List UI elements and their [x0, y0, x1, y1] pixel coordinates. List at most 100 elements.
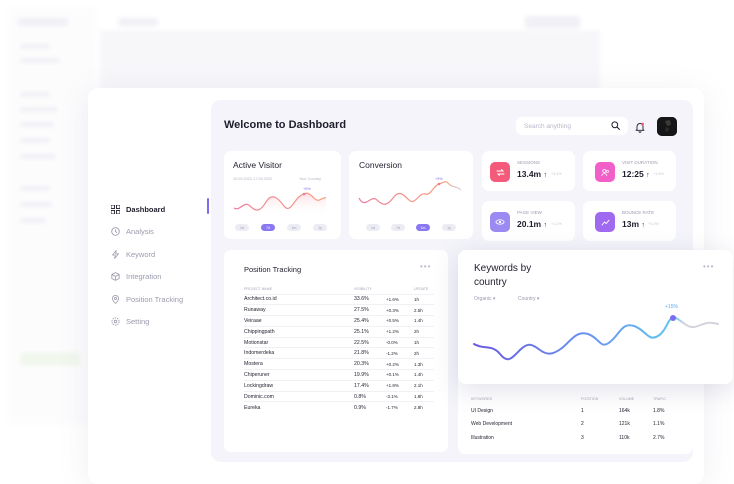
nav-item-dashboard[interactable]: Dashboard: [110, 198, 210, 221]
stat-value: 13m ↑: [622, 219, 645, 229]
change-value: +1.2%: [386, 325, 414, 338]
change-value: +0.1%: [386, 369, 414, 381]
table-row[interactable]: Mostera 20.3% +0.2% 1.3h: [244, 358, 434, 370]
nav-item-setting[interactable]: Setting: [110, 311, 210, 334]
table-header: KEYWORDS POSITION VOLUME TRAFIC: [471, 394, 671, 404]
background-nav-bar: [20, 58, 60, 63]
traffic-value: 2.7%: [653, 434, 665, 441]
visibility-value: 21.8%: [354, 347, 386, 359]
table-row[interactable]: Chippingpath 25.1% +1.2% 2h: [244, 325, 434, 338]
range-pill[interactable]: 1d: [366, 224, 380, 231]
column-header[interactable]: VOLUME: [619, 397, 635, 401]
stat-delta: +3.3%: [648, 222, 659, 226]
table-row[interactable]: Architect.co.id 33.6% +1.6% 1h: [244, 293, 434, 305]
more-options-icon[interactable]: •••: [420, 262, 432, 271]
range-pill[interactable]: 1y: [442, 224, 456, 231]
nav-item-label: Analysis: [126, 227, 154, 237]
table-row[interactable]: Web Development 2 121k 1.1%: [471, 418, 671, 432]
table-row[interactable]: Chiperuner 19.9% +0.1% 1.4h: [244, 369, 434, 381]
table-header: PROJECT NAME VISIBILITY UPDATE: [244, 284, 434, 294]
volume-value: 110k: [619, 434, 630, 441]
nav-item-position-tracking[interactable]: Position Tracking: [110, 288, 210, 311]
table-row[interactable]: Eureka 0.9% -1.7% 2.8h: [244, 401, 434, 413]
visibility-value: 22.5%: [354, 336, 386, 348]
date-range[interactable]: 10.03.2022-17.03.2022: [233, 177, 273, 181]
organic-dropdown[interactable]: Organic ▾: [474, 296, 495, 302]
table-row[interactable]: UI Design 1 164k 1.8%: [471, 404, 671, 418]
keywords-table-card: [458, 370, 693, 454]
column-header[interactable]: KEYWORDS: [471, 397, 492, 401]
column-header[interactable]: POSITION: [581, 397, 599, 401]
keywords-by-country-card: [458, 250, 733, 384]
chevron-down-icon: ▾: [536, 296, 540, 302]
search-input[interactable]: Search anything: [516, 117, 628, 135]
background-top-bar: [118, 18, 158, 26]
project-name: Motionstar: [244, 336, 354, 348]
project-name: Eureka: [244, 401, 354, 413]
project-name: Chiperuner: [244, 369, 354, 381]
sidebar-nav: Dashboard Analysis Keyword Integration P…: [110, 198, 210, 333]
table-row[interactable]: Veiraae 25.4% +0.5% 1.4h: [244, 315, 434, 327]
column-header[interactable]: UPDATE: [414, 286, 429, 291]
country-filter[interactable]: Your Country: [299, 177, 322, 181]
stat-value-text: 13m: [622, 219, 640, 229]
range-pill[interactable]: 1d: [235, 224, 249, 231]
background-card-row: [100, 30, 600, 90]
chevron-down-icon: ▾: [492, 296, 496, 302]
stat-label: SESSIONS: [517, 160, 541, 165]
arrow-up-icon: ↑: [543, 172, 547, 179]
table-row[interactable]: Runaway 27.5% +0.3% 2.5h: [244, 304, 434, 316]
avatar[interactable]: [657, 117, 677, 136]
keyword-name: Illustration: [471, 434, 494, 441]
more-options-icon[interactable]: •••: [703, 262, 715, 271]
nav-item-keyword[interactable]: Keyword: [110, 243, 210, 266]
position-value: 3: [581, 434, 584, 441]
visibility-value: 0.8%: [354, 390, 386, 402]
column-header[interactable]: VISIBILITY: [354, 286, 372, 291]
nav-item-integration[interactable]: Integration: [110, 266, 210, 289]
project-name: Architect.co.id: [244, 293, 354, 305]
pin-icon: [110, 294, 120, 304]
project-name: Chippingpath: [244, 325, 354, 338]
table-row[interactable]: Motionstar 22.5% -0.0% 1h: [244, 336, 434, 348]
nav-item-label: Position Tracking: [126, 294, 184, 304]
table-row[interactable]: Indomerdeka 21.8% -1.2% 2h: [244, 347, 434, 359]
notification-bell-icon[interactable]: [634, 120, 646, 133]
change-value: -0.0%: [386, 336, 414, 348]
range-pill[interactable]: 1y: [313, 224, 327, 231]
column-header[interactable]: TRAFIC: [653, 397, 666, 401]
position-value: 2: [581, 421, 584, 428]
update-value: 1.8h: [414, 390, 434, 402]
stat-label: BOUNCE RATE: [622, 210, 655, 215]
stat-value: 12:25 ↑: [622, 169, 650, 179]
search-placeholder: Search anything: [524, 122, 571, 130]
page-title: Welcome to Dashboard: [224, 119, 347, 131]
dropdown-value: Country: [518, 296, 536, 302]
project-name: Mostera: [244, 358, 354, 370]
visibility-value: 33.6%: [354, 293, 386, 305]
nav-item-analysis[interactable]: Analysis: [110, 221, 210, 244]
dropdown-value: Organic: [474, 296, 492, 302]
update-value: 1.4h: [414, 369, 434, 381]
users-icon: [595, 162, 615, 182]
visibility-value: 20.3%: [354, 358, 386, 370]
bolt-icon: [110, 249, 120, 259]
chart-icon: [595, 212, 615, 232]
range-pill[interactable]: 7d: [391, 224, 405, 231]
stat-delta: +3.4%: [551, 172, 562, 176]
column-header: [386, 284, 414, 294]
table-row[interactable]: Dominic.com 0.8% -3.1% 1.8h: [244, 390, 434, 402]
conversion-title: Conversion: [359, 160, 402, 170]
country-dropdown[interactable]: Country ▾: [518, 296, 539, 302]
column-header[interactable]: PROJECT NAME: [244, 286, 273, 291]
range-pill[interactable]: 1m: [416, 224, 430, 231]
range-pill[interactable]: 1m: [287, 224, 301, 231]
conversion-chart: [358, 181, 462, 205]
table-row[interactable]: Illustration 3 110k 2.7%: [471, 431, 671, 445]
nav-item-label: Setting: [126, 317, 150, 327]
table-row[interactable]: Lockingdraw 17.4% +1.8% 2.1h: [244, 379, 434, 392]
range-pill[interactable]: 7d: [261, 224, 275, 231]
change-value: +0.5%: [386, 315, 414, 327]
search-icon[interactable]: [611, 120, 620, 132]
keyword-name: UI Design: [471, 407, 493, 414]
